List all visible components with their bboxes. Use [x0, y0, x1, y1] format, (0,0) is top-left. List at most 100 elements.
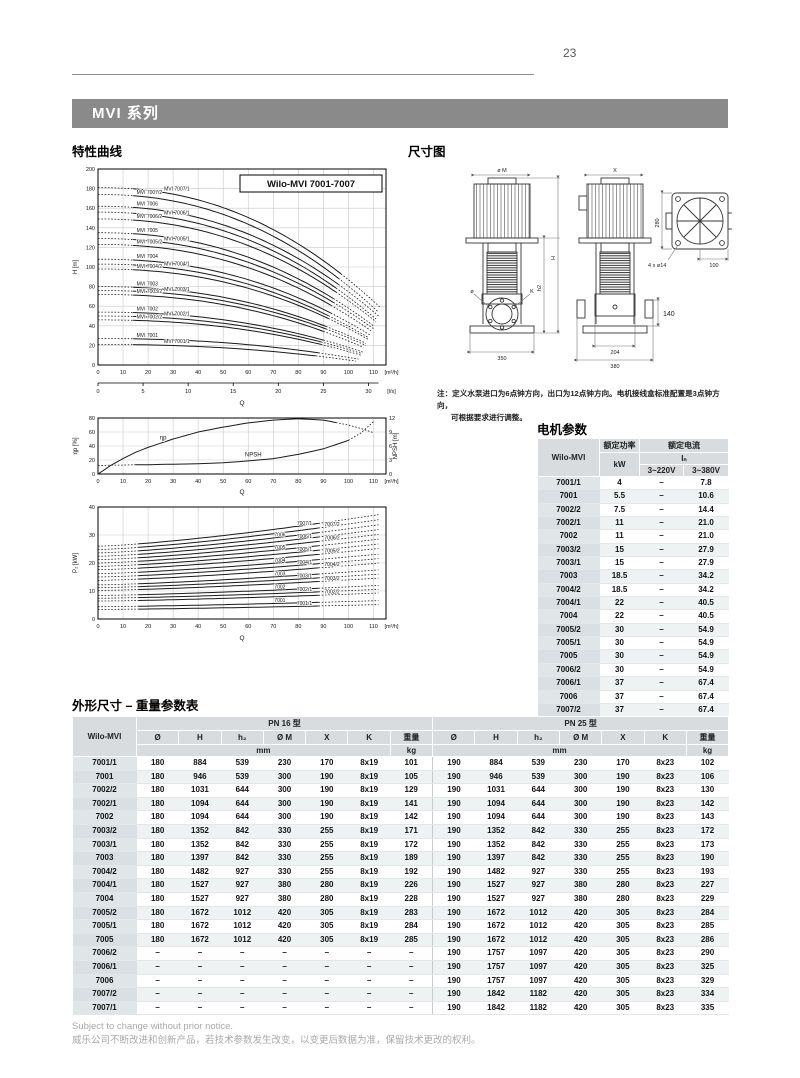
col-X: X: [601, 730, 645, 745]
svg-text:90: 90: [320, 624, 326, 630]
svg-text:7006: 7006: [274, 533, 285, 539]
svg-text:100: 100: [344, 479, 353, 485]
note-line-1: 注：定义水泵进口为6点钟方向，出口为12点钟方向。电机接线盒标准配置是3点钟方向…: [437, 389, 720, 411]
svg-text:NPSH: NPSH: [245, 452, 262, 458]
table-row: 7007/2 37–67.4: [537, 703, 729, 718]
svg-text:70: 70: [270, 370, 276, 376]
svg-text:140: 140: [86, 226, 95, 232]
table-row: 7003/2 15–27.9: [537, 543, 729, 558]
svg-text:110: 110: [369, 479, 378, 485]
svg-text:110: 110: [369, 370, 378, 376]
group-pn16: PN 16 型: [135, 716, 434, 731]
svg-text:7002/2: 7002/2: [324, 590, 340, 596]
unit-kg: kg: [389, 744, 434, 757]
svg-text:7006/1: 7006/1: [297, 534, 313, 540]
svg-text:80: 80: [89, 285, 95, 291]
table-row: 7006/2– – – – – – –190 1757 1097 420 305 8x23 290: [72, 946, 729, 961]
table-row: 7003/2 180 1352 842 330 255 8x19 171 190 1352 842 3…: [72, 824, 729, 839]
svg-text:7005/2: 7005/2: [324, 548, 340, 554]
svg-text:10: 10: [120, 479, 126, 485]
col-H: H: [474, 730, 518, 745]
table-row: 7006/1 37–67.4: [537, 676, 729, 691]
table-row: 7002/2 7.5–14.4: [537, 503, 729, 518]
svg-text:7001/1: 7001/1: [297, 601, 313, 607]
svg-text:P₂ [kW]: P₂ [kW]: [73, 553, 79, 573]
svg-text:7007/2: 7007/2: [324, 522, 340, 528]
table-row: 7002 180 1094 644 300 190 8x19 142 190 1094 644 300…: [72, 810, 729, 825]
svg-text:MVI 7006/1: MVI 7006/1: [164, 211, 190, 217]
svg-text:10: 10: [120, 624, 126, 630]
mounting-note: 注：定义水泵进口为6点钟方向，出口为12点钟方向。电机接线盒标准配置是3点钟方向…: [437, 388, 733, 424]
svg-text:3: 3: [389, 458, 392, 464]
svg-text:100: 100: [86, 265, 95, 271]
table-row: 7003 18.5–34.2: [537, 569, 729, 584]
svg-text:Q: Q: [239, 400, 244, 407]
col-Ø M: Ø M: [558, 730, 603, 745]
svg-text:20: 20: [89, 343, 95, 349]
table-row: 7005/1 180 1672 1012 420 305 8x19 284 190 1672 101…: [72, 919, 729, 934]
svg-text:90: 90: [320, 479, 326, 485]
svg-text:60: 60: [89, 430, 95, 436]
svg-text:80: 80: [295, 479, 301, 485]
svg-text:10: 10: [89, 589, 95, 595]
svg-text:MVI 7002: MVI 7002: [137, 307, 159, 313]
dim-label: 140: [663, 311, 675, 318]
table-row: 7005/2 30–54.9: [537, 623, 729, 638]
svg-text:9: 9: [389, 430, 392, 436]
motor-table-body: 7001/1 4–7.8 7001 5.5–10.6 7002/2 7.5–14.4 700…: [537, 476, 729, 731]
svg-text:MVI 7006: MVI 7006: [137, 202, 159, 208]
dimensions-heading: 尺寸图: [408, 145, 446, 159]
svg-text:50: 50: [220, 479, 226, 485]
svg-text:6: 6: [389, 444, 392, 450]
svg-text:20: 20: [89, 561, 95, 567]
svg-text:0: 0: [389, 472, 392, 478]
table-row: 7004/1 22–40.5: [537, 596, 729, 611]
svg-text:40: 40: [89, 505, 95, 511]
footer: Subject to change without prior notice. …: [72, 1020, 672, 1049]
table-row: 7002/1 180 1094 644 300 190 8x19 141 190 1094 644 3…: [72, 797, 729, 812]
table-row: 7005/2 180 1672 1012 420 305 8x19 283 190 1672 101…: [72, 906, 729, 921]
svg-text:60: 60: [245, 370, 251, 376]
side-view-dimensions: [574, 173, 660, 362]
svg-text:50: 50: [220, 370, 226, 376]
svg-text:30: 30: [170, 479, 176, 485]
svg-text:60: 60: [89, 304, 95, 310]
svg-text:40: 40: [89, 324, 95, 330]
col-h₂: h₂: [516, 730, 560, 745]
col-h₂: h₂: [220, 730, 264, 745]
svg-text:NPSH [m]: NPSH [m]: [393, 432, 399, 459]
col-X: X: [305, 730, 349, 745]
table-row: 7002/2 180 1031 644 300 190 8x19 129 190 1031 644 3…: [72, 783, 729, 798]
unit-mm: mm: [432, 744, 687, 757]
svg-text:70: 70: [270, 479, 276, 485]
svg-text:MVI 7003/2: MVI 7003/2: [137, 289, 163, 295]
front-view-dimensions: [467, 173, 560, 354]
dimension-drawing: ø M 350 h2 H ø K X 204 380 140: [465, 168, 732, 370]
svg-text:7004/1: 7004/1: [297, 560, 313, 566]
svg-text:30: 30: [170, 624, 176, 630]
svg-text:20: 20: [145, 370, 151, 376]
svg-text:MVI 7001: MVI 7001: [137, 333, 159, 339]
col-wilo-mvi: Wilo-MVI: [72, 716, 137, 757]
dim-label: 100: [709, 263, 718, 269]
svg-text:MVI 7004: MVI 7004: [137, 254, 159, 260]
top-view-dimensions: [660, 190, 729, 261]
svg-text:30: 30: [365, 389, 371, 395]
svg-text:MVI 7003: MVI 7003: [137, 281, 159, 287]
dim-label: K: [530, 289, 534, 295]
col-220v: 3~220V: [639, 464, 684, 477]
table-row: 7001 180 946 539 300 190 8x19 105 190 946 539 300 19…: [72, 770, 729, 785]
svg-text:0: 0: [96, 624, 99, 630]
dim-label: ø: [470, 289, 474, 295]
dim-label: 4 x ø14: [648, 263, 666, 269]
top-divider: [72, 74, 534, 75]
unit-kg: kg: [685, 744, 730, 757]
svg-text:30: 30: [89, 533, 95, 539]
table-row: 7007/2– – – – – – –190 1842 1182 420 305 8x23 334: [72, 987, 729, 1002]
svg-text:40: 40: [195, 624, 201, 630]
svg-text:MVI 7007/1: MVI 7007/1: [164, 186, 190, 192]
svg-text:12: 12: [389, 416, 395, 422]
svg-text:MVI 7004/2: MVI 7004/2: [137, 264, 163, 270]
col-重量: 重量: [685, 730, 730, 745]
svg-text:Q: Q: [239, 635, 244, 642]
